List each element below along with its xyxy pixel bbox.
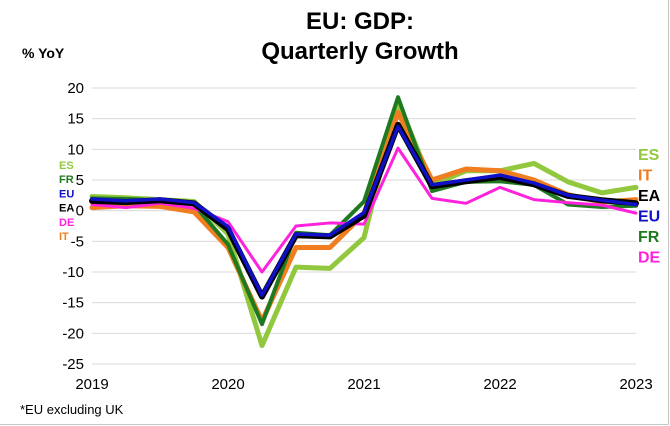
y-tick-label: 10 bbox=[67, 141, 84, 158]
right-series-label: ES bbox=[638, 147, 660, 164]
left-series-label: EU bbox=[59, 188, 74, 200]
right-series-label: IT bbox=[638, 168, 652, 185]
y-tick-label: 20 bbox=[67, 80, 84, 97]
left-series-label: ES bbox=[59, 160, 74, 172]
y-tick-label: -15 bbox=[62, 295, 84, 312]
y-tick-label: -5 bbox=[71, 233, 84, 250]
chart-title-line-2: Quarterly Growth bbox=[261, 38, 459, 65]
x-tick-label: 2021 bbox=[347, 376, 380, 393]
y-tick-label: 0 bbox=[76, 203, 84, 220]
left-series-label: DE bbox=[59, 217, 74, 229]
right-series-label: DE bbox=[638, 250, 661, 267]
left-series-label: EA bbox=[59, 203, 74, 215]
right-series-label: EA bbox=[638, 188, 661, 205]
y-tick-label: -20 bbox=[62, 325, 84, 342]
chart-title-line-1: EU: GDP: bbox=[306, 8, 414, 35]
x-tick-label: 2020 bbox=[211, 376, 244, 393]
y-tick-label: 5 bbox=[76, 172, 84, 189]
y-tick-label: -25 bbox=[62, 356, 84, 373]
series-line-eu bbox=[90, 124, 638, 298]
left-series-label: IT bbox=[59, 231, 69, 243]
left-series-label: FR bbox=[59, 174, 74, 186]
y-tick-label: -10 bbox=[62, 264, 84, 281]
x-tick-label: 2022 bbox=[483, 376, 516, 393]
y-tick-label: 15 bbox=[67, 111, 84, 128]
y-axis-label: % YoY bbox=[22, 45, 65, 61]
x-tick-label: 2019 bbox=[75, 376, 108, 393]
footnote: *EU excluding UK bbox=[20, 402, 124, 417]
right-series-label: EU bbox=[638, 209, 660, 226]
series-line-de bbox=[90, 146, 638, 274]
right-series-label: FR bbox=[638, 229, 660, 246]
x-tick-label: 2023 bbox=[619, 376, 652, 393]
